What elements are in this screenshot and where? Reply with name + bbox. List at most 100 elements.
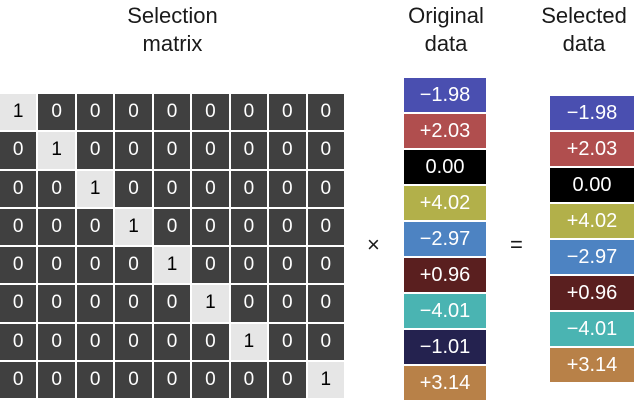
matrix-cell: 0 [307,323,344,360]
equals-operator: = [510,232,523,257]
original-data-heading-line-1: Original [408,3,484,28]
matrix-cell: 0 [76,94,114,131]
matrix-cell: 0 [0,285,37,322]
matrix-cell: 0 [153,132,191,169]
matrix-cell: 0 [230,94,268,131]
original-data-cell: −1.98 [404,78,486,112]
matrix-cell: 0 [192,247,229,284]
matrix-cell: 0 [0,361,37,398]
matrix-cell: 0 [115,323,152,360]
matrix-cell: 0 [307,132,344,169]
matrix-cell: 0 [307,285,344,322]
selection-matrix-heading-line-2: matrix [142,31,203,56]
selected-data-cell: −4.01 [550,312,634,346]
matrix-cell: 0 [153,170,191,207]
matrix-cell: 0 [0,208,37,245]
matrix-cell: 0 [76,361,114,398]
selected-data-heading: Selected data [528,2,640,58]
matrix-cell: 0 [269,285,306,322]
matrix-cell: 0 [76,285,114,322]
matrix-cell: 0 [0,170,37,207]
selected-data-cell: −1.98 [550,96,634,130]
matrix-cell: 0 [307,94,344,131]
matrix-cell: 0 [38,361,75,398]
matrix-cell: 0 [115,170,152,207]
matrix-cell: 0 [76,132,114,169]
original-data-cell: −1.01 [404,330,486,364]
matrix-cell: 0 [76,323,114,360]
selected-data-heading-line-1: Selected [541,3,627,28]
matrix-cell: 0 [230,247,268,284]
matrix-cell: 0 [0,247,37,284]
matrix-cell: 0 [115,247,152,284]
matrix-cell: 0 [153,323,191,360]
matrix-cell: 0 [76,208,114,245]
matrix-cell: 0 [307,247,344,284]
original-data-heading-line-2: data [424,31,468,56]
matrix-cell: 0 [307,208,344,245]
matrix-cell: 1 [230,323,268,360]
matrix-cell: 0 [0,323,37,360]
matrix-cell: 0 [38,170,75,207]
matrix-cell: 0 [38,285,75,322]
matrix-cell: 0 [0,132,37,169]
matrix-cell: 0 [230,170,268,207]
matrix-cell: 0 [38,247,75,284]
matrix-cell: 0 [230,361,268,398]
matrix-cell: 0 [115,94,152,131]
original-data-cell: +4.02 [404,186,486,220]
original-data-cell: 0.00 [404,150,486,184]
matrix-cell: 0 [269,94,306,131]
matrix-cell: 0 [307,170,344,207]
matrix-cell: 0 [230,208,268,245]
selected-data-cell: +4.02 [550,204,634,238]
matrix-cell: 0 [38,94,75,131]
matrix-cell: 0 [192,208,229,245]
original-data-cell: −4.01 [404,294,486,328]
original-data-cell: +3.14 [404,366,486,400]
matrix-cell: 0 [230,132,268,169]
matrix-cell: 1 [0,94,37,131]
original-data-cell: +0.96 [404,258,486,292]
matrix-cell: 0 [269,170,306,207]
matrix-cell: 0 [269,132,306,169]
matrix-cell: 0 [153,208,191,245]
matrix-cell: 0 [269,208,306,245]
original-data-vector: −1.98 +2.03 0.00 +4.02 −2.97 +0.96 −4.01 −1.01 +… [404,78,486,400]
matrix-cell: 0 [192,361,229,398]
original-data-cell: +2.03 [404,114,486,148]
matrix-cell: 1 [115,208,152,245]
matrix-cell: 0 [153,361,191,398]
matrix-cell: 0 [192,94,229,131]
matrix-cell: 0 [115,361,152,398]
selected-data-cell: +3.14 [550,348,634,382]
selected-data-vector: −1.98 +2.03 0.00 +4.02 −2.97 +0.96 −4.01 +3.14 [550,96,634,382]
matrix-cell: 0 [192,170,229,207]
matrix-cell: 0 [192,132,229,169]
matrix-cell: 1 [38,132,75,169]
matrix-cell: 0 [230,285,268,322]
matrix-cell: 1 [192,285,229,322]
selected-data-cell: +2.03 [550,132,634,166]
matrix-cell: 1 [307,361,344,398]
matrix-cell: 0 [115,132,152,169]
selected-data-cell: +0.96 [550,276,634,310]
selected-data-heading-line-2: data [562,31,606,56]
multiply-operator: × [367,232,380,257]
matrix-cell: 0 [269,323,306,360]
matrix-cell: 0 [38,323,75,360]
matrix-cell: 0 [269,361,306,398]
selection-matrix-heading-line-1: Selection [127,3,218,28]
selection-matrix-heading: Selection matrix [70,2,275,58]
original-data-heading: Original data [388,2,504,58]
matrix-cell: 0 [269,247,306,284]
selected-data-cell: 0.00 [550,168,634,202]
matrix-cell: 1 [76,170,114,207]
matrix-cell: 0 [38,208,75,245]
matrix-cell: 0 [153,94,191,131]
matrix-cell: 0 [76,247,114,284]
matrix-cell: 0 [115,285,152,322]
matrix-cell: 0 [153,285,191,322]
selected-data-cell: −2.97 [550,240,634,274]
